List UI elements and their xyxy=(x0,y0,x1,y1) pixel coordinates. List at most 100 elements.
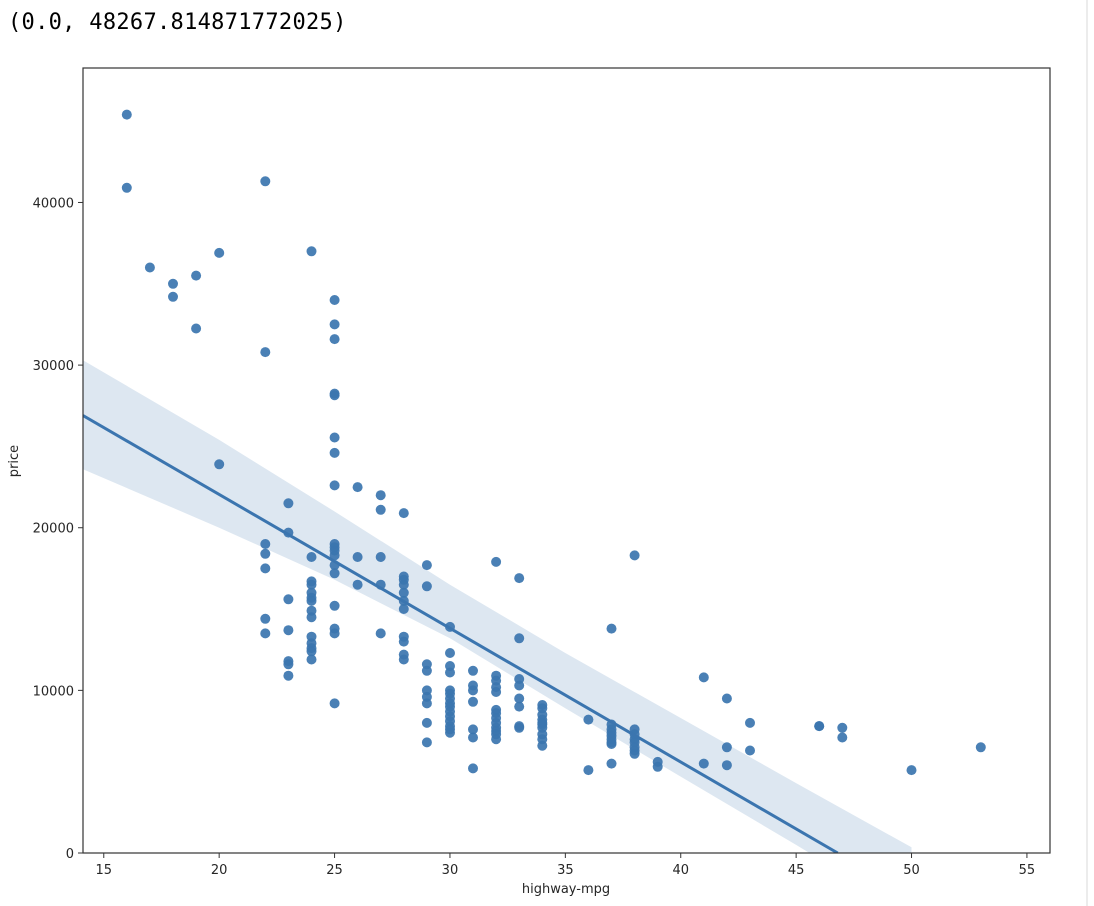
x-tick-label: 25 xyxy=(326,863,343,878)
data-point xyxy=(306,612,317,623)
data-point xyxy=(445,727,455,738)
data-point xyxy=(445,667,455,678)
data-point xyxy=(329,600,340,611)
data-point xyxy=(121,182,132,193)
data-point xyxy=(606,758,617,769)
data-point xyxy=(306,646,317,657)
data-point xyxy=(144,262,155,273)
data-point xyxy=(214,459,225,470)
data-point xyxy=(329,545,340,556)
data-point xyxy=(999,0,1009,5)
data-point xyxy=(491,687,502,697)
data-point xyxy=(398,636,409,647)
data-point xyxy=(352,552,363,562)
x-tick-label: 30 xyxy=(442,863,459,878)
data-point xyxy=(837,722,848,733)
data-point xyxy=(975,742,986,753)
y-tick-label: 30000 xyxy=(33,359,74,374)
data-point xyxy=(698,758,709,769)
data-point xyxy=(514,573,525,584)
x-tick-label: 50 xyxy=(903,863,920,878)
data-point xyxy=(329,480,340,491)
data-point xyxy=(398,604,409,614)
data-point xyxy=(283,625,294,636)
y-tick-label: 10000 xyxy=(33,684,74,699)
data-point xyxy=(514,680,525,691)
data-point xyxy=(445,648,455,658)
data-point xyxy=(191,323,202,334)
data-point xyxy=(721,742,732,753)
scroll-divider xyxy=(1086,0,1088,906)
data-point xyxy=(491,556,502,567)
data-point xyxy=(514,633,525,644)
data-point xyxy=(398,508,409,519)
data-point xyxy=(329,568,340,579)
data-point xyxy=(283,670,294,681)
data-point xyxy=(329,390,340,401)
data-point xyxy=(514,693,525,704)
data-point xyxy=(375,504,386,515)
data-point xyxy=(329,698,340,709)
y-axis-label: price xyxy=(7,445,22,477)
data-point xyxy=(168,278,178,289)
x-tick-label: 15 xyxy=(95,863,112,878)
data-point xyxy=(537,740,548,751)
data-point xyxy=(629,748,640,759)
data-point xyxy=(629,550,640,561)
data-point xyxy=(421,737,432,748)
data-point xyxy=(375,628,386,639)
x-tick-label: 40 xyxy=(672,863,689,878)
data-point xyxy=(606,623,617,634)
data-point xyxy=(906,765,917,776)
data-point xyxy=(398,587,409,598)
data-point xyxy=(260,548,271,559)
data-point xyxy=(260,628,271,639)
data-point xyxy=(421,581,432,592)
data-point xyxy=(606,739,617,749)
x-axis-label: highway-mpg xyxy=(522,882,610,897)
cell-output-text: (0.0, 48267.814871772025) xyxy=(8,10,347,35)
data-point xyxy=(421,560,432,571)
data-point xyxy=(214,247,225,258)
data-point xyxy=(583,714,594,725)
data-point xyxy=(329,447,340,458)
data-point xyxy=(375,552,386,562)
x-axis-ticks: 15 20 25 30 35 40 45 50 55 xyxy=(95,853,1035,878)
x-tick-label: 55 xyxy=(1019,863,1036,878)
data-point xyxy=(421,665,432,676)
x-tick-label: 35 xyxy=(557,863,574,878)
data-point xyxy=(468,696,478,707)
data-point xyxy=(260,347,271,358)
data-point xyxy=(698,672,709,683)
data-point xyxy=(352,482,363,493)
data-point xyxy=(352,579,363,590)
data-point xyxy=(168,291,178,302)
data-point xyxy=(837,732,848,743)
confidence-band xyxy=(83,360,912,853)
data-point xyxy=(468,732,478,743)
x-tick-label: 45 xyxy=(788,863,805,878)
regression-line xyxy=(83,414,839,853)
x-tick-label: 20 xyxy=(211,863,228,878)
data-point xyxy=(306,552,317,562)
data-point xyxy=(306,579,317,590)
data-point xyxy=(260,176,271,187)
data-point xyxy=(468,665,478,676)
y-tick-label: 0 xyxy=(66,847,74,862)
data-point xyxy=(283,594,294,605)
data-point xyxy=(260,563,271,574)
data-point xyxy=(191,270,202,281)
data-point xyxy=(329,432,340,443)
data-point xyxy=(398,571,409,582)
data-point xyxy=(329,295,340,305)
data-point xyxy=(421,717,432,728)
data-point xyxy=(491,734,502,745)
data-point xyxy=(514,722,525,733)
data-point xyxy=(375,490,386,501)
y-tick-label: 20000 xyxy=(33,522,74,537)
data-point xyxy=(721,693,732,704)
data-point xyxy=(121,109,132,120)
data-point xyxy=(468,685,478,696)
data-point xyxy=(398,579,409,590)
